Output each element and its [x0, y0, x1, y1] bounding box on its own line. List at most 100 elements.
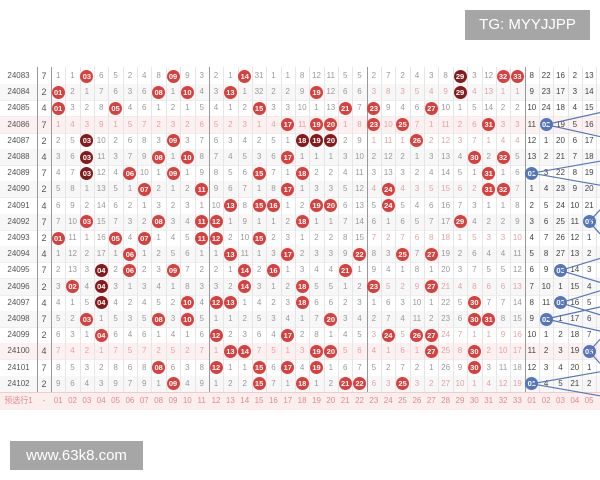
red-ball[interactable]: 18	[295, 215, 309, 229]
red-ball[interactable]: 19	[310, 118, 323, 132]
red-ball[interactable]: 04	[94, 328, 108, 342]
red-ball[interactable]: 20	[324, 344, 338, 358]
preselect-red-29[interactable]: 29	[455, 396, 465, 405]
red-ball[interactable]: 32	[496, 150, 510, 164]
red-ball[interactable]: 18	[295, 166, 309, 180]
red-ball[interactable]: 19	[310, 199, 323, 213]
red-ball[interactable]: 22	[353, 247, 367, 261]
red-ball[interactable]: 25	[396, 118, 410, 132]
red-ball[interactable]: 29	[453, 85, 467, 99]
red-ball[interactable]: 06	[123, 247, 137, 261]
red-ball[interactable]: 04	[94, 280, 108, 294]
red-ball[interactable]: 25	[396, 377, 410, 391]
red-ball[interactable]: 05	[109, 101, 123, 115]
red-ball[interactable]: 33	[510, 69, 524, 83]
red-ball[interactable]: 15	[252, 199, 266, 213]
preselect-blue-02[interactable]: 02	[541, 396, 551, 405]
red-ball[interactable]: 20	[324, 199, 338, 213]
preselect-red-05[interactable]: 05	[111, 396, 121, 405]
preselect-red-06[interactable]: 06	[125, 396, 135, 405]
red-ball[interactable]: 30	[467, 312, 481, 326]
red-ball[interactable]: 13	[223, 344, 237, 358]
red-ball[interactable]: 22	[353, 377, 367, 391]
red-ball[interactable]: 10	[180, 312, 194, 326]
red-ball[interactable]: 32	[496, 182, 510, 196]
preselect-red-14[interactable]: 14	[240, 396, 250, 405]
red-ball[interactable]: 20	[324, 312, 338, 326]
red-ball[interactable]: 27	[424, 280, 438, 294]
red-ball[interactable]: 17	[281, 118, 295, 132]
preselect-red-33[interactable]: 33	[512, 396, 522, 405]
red-ball[interactable]: 02	[66, 280, 80, 294]
preselect-red-28[interactable]: 28	[441, 396, 451, 405]
preselect-blue-01[interactable]: 01	[527, 396, 537, 405]
red-ball[interactable]: 19	[310, 344, 323, 358]
blue-ball[interactable]: 02	[539, 118, 553, 132]
preselect-red-19[interactable]: 19	[312, 396, 321, 405]
red-ball[interactable]: 25	[396, 247, 410, 261]
red-ball[interactable]: 19	[310, 134, 323, 148]
preselect-red-11[interactable]: 11	[197, 396, 206, 405]
red-ball[interactable]: 23	[367, 101, 381, 115]
preselect-red-15[interactable]: 15	[254, 396, 264, 405]
red-ball[interactable]: 08	[152, 361, 166, 375]
red-ball[interactable]: 17	[281, 182, 295, 196]
red-ball[interactable]: 19	[310, 85, 323, 99]
red-ball[interactable]: 09	[166, 134, 180, 148]
red-ball[interactable]: 10	[180, 296, 194, 310]
red-ball[interactable]: 17	[281, 247, 295, 261]
red-ball[interactable]: 15	[252, 361, 266, 375]
preselect-red-09[interactable]: 09	[168, 396, 178, 405]
preselect-red-16[interactable]: 16	[268, 396, 278, 405]
preselect-blue-04[interactable]: 04	[570, 396, 580, 405]
red-ball[interactable]: 03	[80, 150, 94, 164]
red-ball[interactable]: 18	[295, 296, 309, 310]
red-ball[interactable]: 24	[381, 199, 395, 213]
red-ball[interactable]: 12	[209, 231, 223, 245]
red-ball[interactable]: 12	[209, 328, 223, 342]
preselect-red-21[interactable]: 21	[340, 396, 350, 405]
preselect-red-23[interactable]: 23	[369, 396, 379, 405]
red-ball[interactable]: 32	[496, 69, 510, 83]
red-ball[interactable]: 21	[338, 101, 352, 115]
red-ball[interactable]: 31	[482, 118, 496, 132]
red-ball[interactable]: 15	[252, 101, 266, 115]
preselect-red-31[interactable]: 31	[484, 396, 494, 405]
red-ball[interactable]: 03	[80, 215, 94, 229]
red-ball[interactable]: 08	[152, 85, 166, 99]
red-ball[interactable]: 03	[80, 166, 94, 180]
red-ball[interactable]: 11	[195, 215, 209, 229]
preselect-red-27[interactable]: 27	[426, 396, 436, 405]
red-ball[interactable]: 30	[467, 150, 481, 164]
red-ball[interactable]: 14	[238, 263, 252, 277]
preselect-blue-05[interactable]: 05	[584, 396, 594, 405]
red-ball[interactable]: 27	[424, 247, 438, 261]
red-ball[interactable]: 13	[223, 199, 237, 213]
red-ball[interactable]: 08	[152, 150, 166, 164]
red-ball[interactable]: 03	[80, 134, 94, 148]
blue-ball[interactable]: 01	[525, 377, 539, 391]
preselect-red-08[interactable]: 08	[154, 396, 164, 405]
red-ball[interactable]: 31	[482, 182, 496, 196]
red-ball[interactable]: 17	[281, 328, 295, 342]
preselect-red-04[interactable]: 04	[96, 396, 106, 405]
red-ball[interactable]: 13	[223, 296, 237, 310]
red-ball[interactable]: 08	[152, 215, 166, 229]
red-ball[interactable]: 15	[252, 166, 266, 180]
red-ball[interactable]: 01	[51, 85, 65, 99]
red-ball[interactable]: 17	[281, 361, 295, 375]
preselect-red-25[interactable]: 25	[398, 396, 408, 405]
red-ball[interactable]: 31	[482, 312, 496, 326]
red-ball[interactable]: 10	[180, 150, 194, 164]
preselect-red-02[interactable]: 02	[68, 396, 77, 405]
red-ball[interactable]: 09	[166, 69, 180, 83]
red-ball[interactable]: 31	[482, 166, 496, 180]
red-ball[interactable]: 18	[295, 134, 309, 148]
red-ball[interactable]: 13	[223, 85, 237, 99]
red-ball[interactable]: 17	[281, 150, 295, 164]
red-ball[interactable]: 03	[80, 312, 94, 326]
red-ball[interactable]: 06	[123, 166, 137, 180]
preselect-blue-03[interactable]: 03	[556, 396, 565, 405]
red-ball[interactable]: 27	[424, 101, 438, 115]
red-ball[interactable]: 24	[381, 328, 395, 342]
